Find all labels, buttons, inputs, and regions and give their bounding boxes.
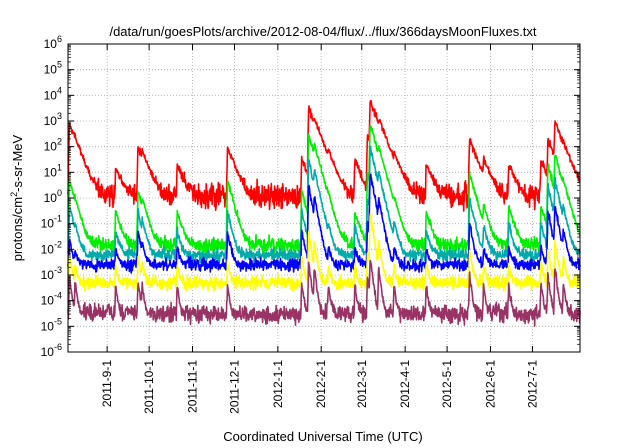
series-line-5 (67, 213, 581, 292)
y-axis-label-sup: 2 (9, 192, 19, 197)
y-tick-base: 10 (41, 217, 55, 231)
x-tick-label: 2012-6-1 (483, 360, 497, 408)
y-tick-exponent: 0 (57, 188, 62, 198)
y-tick-labels: 10-610-510-410-310-210-11001011021031041… (41, 34, 62, 359)
y-tick-label: 105 (44, 60, 62, 77)
y-tick-base: 10 (41, 242, 55, 256)
y-tick-base: 10 (44, 88, 58, 102)
y-tick-exponent: -3 (54, 265, 62, 275)
y-tick-base: 10 (44, 165, 58, 179)
series-line-3 (67, 145, 581, 264)
y-tick-base: 10 (44, 37, 58, 51)
x-tick-label: 2012-1-1 (271, 360, 285, 408)
series-line-4 (67, 173, 581, 274)
y-tick-label: 10-1 (41, 214, 62, 231)
x-tick-label: 2012-3-1 (355, 360, 369, 408)
y-tick-exponent: -1 (54, 214, 62, 224)
y-tick-exponent: -2 (54, 239, 62, 249)
y-tick-label: 10-3 (41, 265, 62, 282)
chart-title: /data/run/goesPlots/archive/2012-08-04/f… (109, 24, 536, 39)
y-axis-label-rest: -s-sr-MeV (10, 134, 25, 191)
y-tick-label: 106 (44, 34, 62, 51)
y-tick-exponent: 2 (57, 137, 62, 147)
x-axis-label: Coordinated Universal Time (UTC) (223, 429, 422, 444)
series-line-1 (67, 99, 581, 212)
y-tick-base: 10 (44, 114, 58, 128)
y-tick-label: 104 (44, 85, 62, 102)
x-tick-label: 2012-2-1 (314, 360, 328, 408)
y-tick-base: 10 (44, 140, 58, 154)
y-tick-label: 10-2 (41, 239, 62, 256)
series-line-6 (67, 259, 581, 327)
series-lines (67, 99, 581, 327)
y-tick-label: 10-5 (41, 316, 62, 333)
y-tick-exponent: 3 (57, 111, 62, 121)
y-tick-base: 10 (44, 191, 58, 205)
y-tick-label: 10-6 (41, 342, 62, 359)
x-tick-labels: 2011-9-1 2011-10-1 2011-11-1 2011-12-1 2012-… (100, 360, 539, 414)
x-tick-label: 2011-11-1 (186, 360, 200, 413)
y-tick-exponent: -4 (54, 291, 62, 301)
series-line-2 (67, 124, 581, 256)
y-tick-label: 10-4 (41, 291, 62, 308)
x-tick-label: 2012-5-1 (440, 360, 454, 408)
y-tick-exponent: -6 (54, 342, 62, 352)
y-tick-exponent: -5 (54, 316, 62, 326)
axis-ticks (68, 43, 580, 353)
y-tick-exponent: 4 (57, 85, 62, 95)
y-tick-base: 10 (44, 63, 58, 77)
y-tick-base: 10 (41, 268, 55, 282)
x-tick-label: 2012-7-1 (525, 360, 539, 408)
x-tick-label: 2011-9-1 (100, 360, 114, 407)
y-tick-exponent: 1 (57, 162, 62, 172)
x-tick-label: 2011-12-1 (227, 360, 241, 414)
x-tick-label: 2011-10-1 (142, 360, 156, 414)
y-axis-label-base: protons/cm (10, 197, 25, 261)
y-tick-exponent: 5 (57, 60, 62, 70)
y-tick-label: 102 (44, 137, 62, 154)
y-axis-label: protons/cm2-s-sr-MeV (9, 134, 25, 261)
x-tick-label: 2012-4-1 (398, 360, 412, 408)
y-tick-exponent: 6 (57, 34, 62, 44)
y-tick-base: 10 (41, 319, 55, 333)
y-tick-label: 100 (44, 188, 62, 205)
y-tick-base: 10 (41, 345, 55, 359)
y-tick-label: 103 (44, 111, 62, 128)
y-tick-base: 10 (41, 294, 55, 308)
y-tick-label: 101 (44, 162, 62, 179)
